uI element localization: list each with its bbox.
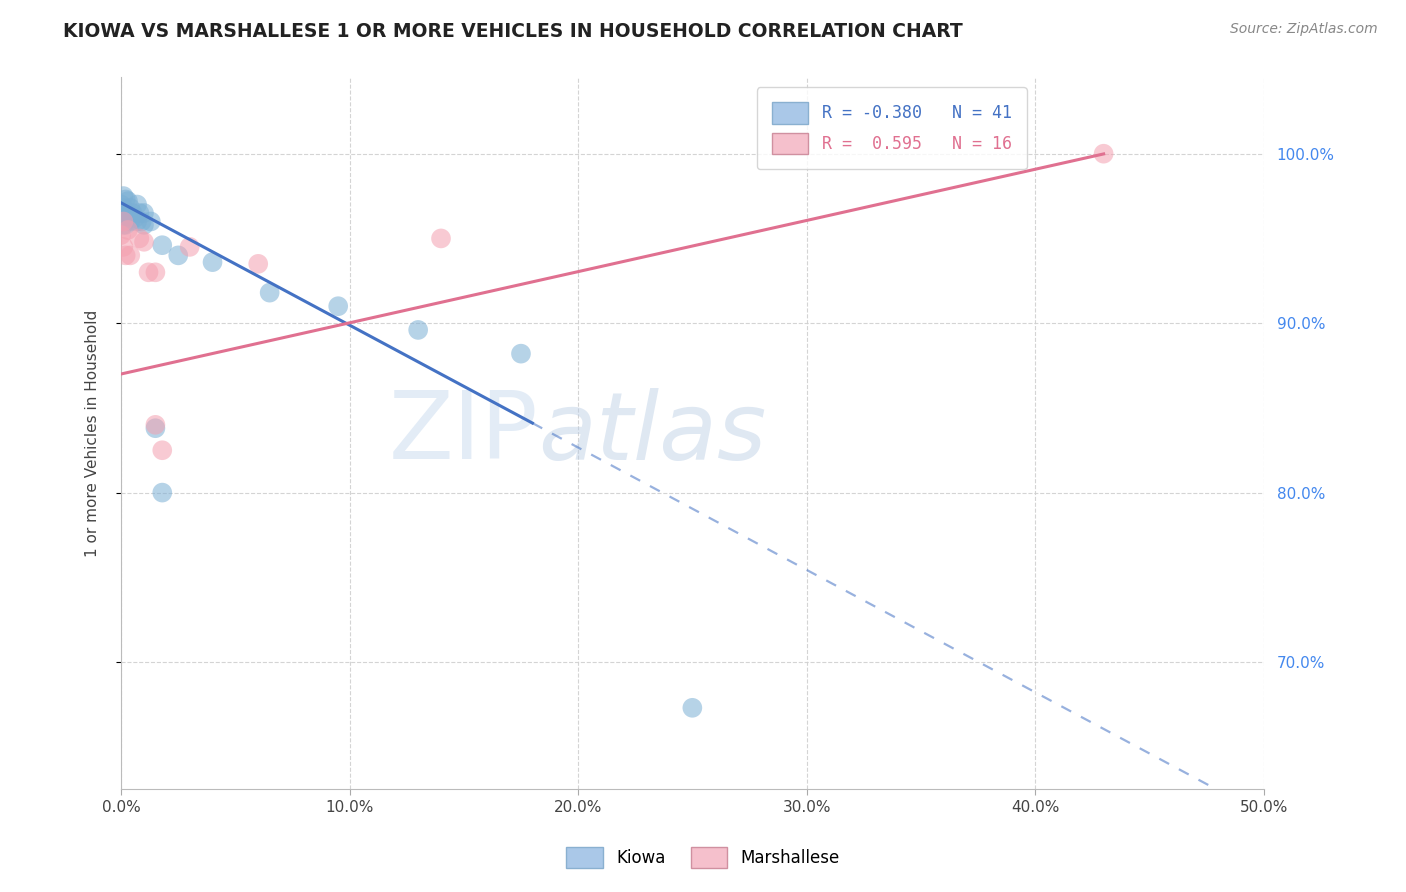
Point — [110, 197, 132, 211]
Point — [114, 248, 136, 262]
Point — [110, 214, 132, 228]
Point — [112, 240, 135, 254]
Point — [112, 201, 135, 215]
Text: atlas: atlas — [538, 388, 766, 479]
Point — [120, 214, 142, 228]
Point — [127, 214, 149, 228]
Point — [132, 218, 155, 232]
Point — [121, 206, 143, 220]
Point — [179, 240, 201, 254]
Point — [120, 201, 142, 215]
Legend: Kiowa, Marshallese: Kiowa, Marshallese — [560, 840, 846, 875]
Point — [138, 265, 160, 279]
Point — [117, 210, 139, 224]
Text: ZIP: ZIP — [388, 387, 538, 479]
Point — [167, 248, 190, 262]
Point — [114, 218, 136, 232]
Point — [124, 211, 146, 225]
Point — [112, 189, 135, 203]
Point — [201, 255, 224, 269]
Point — [117, 223, 139, 237]
Point — [112, 210, 135, 224]
Point — [145, 417, 167, 432]
Point — [145, 265, 167, 279]
Point — [132, 206, 155, 220]
Point — [681, 701, 703, 715]
Point — [145, 421, 167, 435]
Point — [127, 197, 149, 211]
Point — [1092, 146, 1115, 161]
Point — [114, 206, 136, 220]
Point — [150, 443, 173, 458]
Point — [110, 227, 132, 242]
Point — [259, 285, 281, 300]
Point — [328, 299, 350, 313]
Point — [150, 238, 173, 252]
Point — [247, 257, 270, 271]
Point — [139, 214, 162, 228]
Point — [112, 218, 135, 232]
Point — [110, 206, 132, 220]
Point — [430, 231, 453, 245]
Point — [150, 485, 173, 500]
Legend: R = -0.380   N = 41, R =  0.595   N = 16: R = -0.380 N = 41, R = 0.595 N = 16 — [756, 87, 1026, 169]
Point — [128, 231, 150, 245]
Text: KIOWA VS MARSHALLESE 1 OR MORE VEHICLES IN HOUSEHOLD CORRELATION CHART: KIOWA VS MARSHALLESE 1 OR MORE VEHICLES … — [63, 22, 963, 41]
Point — [120, 248, 142, 262]
Point — [132, 235, 155, 249]
Point — [112, 214, 135, 228]
Point — [114, 193, 136, 207]
Text: Source: ZipAtlas.com: Source: ZipAtlas.com — [1230, 22, 1378, 37]
Point — [510, 346, 533, 360]
Point — [117, 194, 139, 208]
Y-axis label: 1 or more Vehicles in Household: 1 or more Vehicles in Household — [86, 310, 100, 557]
Point — [128, 206, 150, 220]
Point — [406, 323, 429, 337]
Point — [131, 214, 153, 228]
